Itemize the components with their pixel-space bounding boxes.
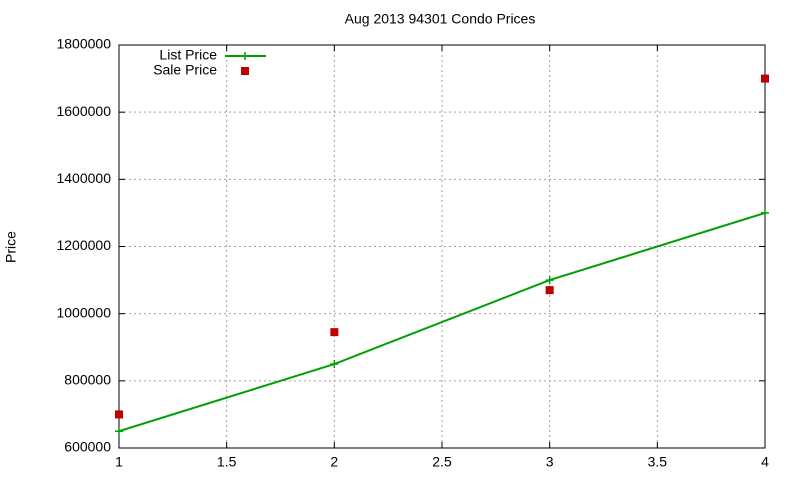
legend-marker — [241, 67, 249, 75]
x-tick-label: 2.5 — [432, 454, 452, 470]
point-marker — [761, 208, 769, 217]
x-tick-label: 1 — [115, 454, 123, 470]
x-tick-label: 1.5 — [217, 454, 237, 470]
point-marker — [545, 286, 554, 295]
legend-label: List Price — [159, 47, 217, 63]
legend-marker — [241, 52, 249, 60]
x-tick-label: 3 — [546, 454, 554, 470]
y-tick-label: 600000 — [64, 439, 111, 455]
point-marker — [330, 328, 339, 337]
point-marker — [115, 427, 123, 436]
plot-border — [118, 44, 766, 449]
point-marker — [761, 74, 769, 83]
y-axis-label: Price — [3, 231, 19, 263]
x-tick-label: 4 — [761, 454, 769, 470]
chart-title: Aug 2013 94301 Condo Prices — [345, 11, 536, 27]
series-line — [118, 211, 766, 433]
y-tick-label: 1000000 — [56, 304, 111, 320]
x-tick-label: 3.5 — [648, 454, 668, 470]
point-marker — [545, 276, 554, 285]
point-marker — [115, 410, 123, 419]
y-tick-label: 1600000 — [56, 103, 111, 119]
y-tick-label: 1200000 — [56, 237, 111, 253]
y-tick-label: 1800000 — [56, 36, 111, 52]
x-tick-label: 2 — [330, 454, 338, 470]
y-tick-label: 1400000 — [56, 170, 111, 186]
point-marker — [330, 360, 339, 369]
y-tick-label: 800000 — [64, 372, 111, 388]
legend-label: Sale Price — [153, 62, 217, 78]
